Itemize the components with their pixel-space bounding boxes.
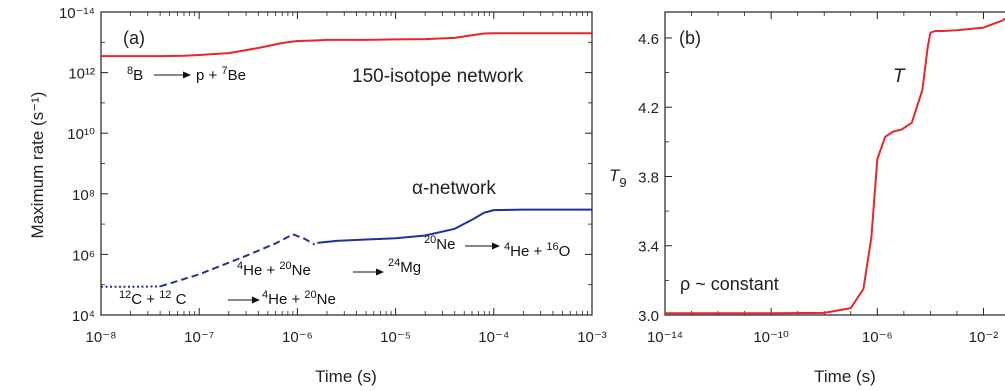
x-tick-label: 10⁻⁵ — [380, 329, 411, 346]
y-tick-label: 10⁸ — [72, 187, 95, 204]
series-line-alpha-dashed — [159, 233, 316, 288]
panel-a-label: (a) — [123, 28, 145, 48]
x-tick-label: 10⁻⁶ — [862, 329, 893, 346]
arrowhead-b8 — [183, 71, 191, 79]
ann-be7-mass: 7 — [221, 65, 227, 77]
series-label-alpha: α-network — [412, 178, 496, 199]
ann-be7-el: Be — [228, 67, 246, 84]
annotation-rho-constant: ρ ~ constant — [680, 274, 779, 294]
arrowhead-he-ne — [376, 268, 384, 276]
panel-a-y-ticks: 10⁴ 10⁶ 10⁸ 10¹⁰ 10¹² 10⁻¹⁴ — [59, 5, 592, 325]
svg-text:24Mg: 24Mg — [388, 257, 421, 276]
svg-text:20Ne: 20Ne — [424, 234, 455, 253]
panel-a: (a) 10⁻⁸ 10⁻⁷ 10⁻⁶ 10⁻⁵ 10⁻⁴ 10⁻³ 10⁴10⁶10⁸10… — [28, 5, 607, 386]
y-tick-label: 4.2 — [638, 100, 659, 117]
x-tick-label: 10⁻⁸ — [86, 329, 117, 346]
panel-b: (b) 10⁻¹⁴ 10⁻¹⁰ 10⁻⁶ 10⁻² 3.0 3.4 3.8 4.2 4.6 T… — [609, 11, 1005, 386]
annotation-carbon-fusion: 12C + 12 C 4He + 20Ne — [119, 289, 336, 308]
series-line-150-isotope — [101, 32, 592, 58]
x-tick-label: 10⁻⁷ — [184, 329, 214, 346]
y-tick-label: 10⁶ — [72, 247, 95, 264]
y-tick-label: 3.0 — [638, 308, 659, 325]
panel-b-x-ticks: 10⁻¹⁴ 10⁻¹⁰ 10⁻⁶ 10⁻² — [647, 12, 999, 346]
svg-text:12C + 12 C: 12C + 12 C — [119, 289, 187, 308]
panel-a-x-ticks: 10⁻⁸ 10⁻⁷ 10⁻⁶ 10⁻⁵ 10⁻⁴ 10⁻³ — [86, 12, 607, 346]
panel-a-y-label: Maximum rate (s⁻¹) — [28, 92, 47, 239]
x-tick-label: 10⁻² — [969, 329, 999, 346]
ann-b8-el: B — [133, 67, 143, 84]
svg-text:8B: 8B — [127, 65, 143, 84]
annotation-ne-decay: 20Ne 4He + 16O — [424, 234, 570, 260]
x-tick-label: 10⁻¹⁰ — [753, 329, 789, 346]
series-line-T — [665, 17, 1005, 315]
panel-b-frame — [664, 11, 1005, 316]
arrowhead-ne — [492, 242, 500, 250]
panel-a-lines — [101, 32, 592, 288]
y-tick-label: 10¹⁰ — [67, 126, 95, 143]
svg-text:4He + 20Ne: 4He + 20Ne — [262, 289, 336, 308]
panel-b-y-label: T9 — [609, 166, 627, 190]
series-line-alpha-solid — [317, 208, 592, 244]
annotation-b8-decay: 8B p + 7Be — [127, 65, 246, 84]
panel-b-lines — [665, 17, 1005, 315]
y-tick-label: 3.4 — [638, 239, 659, 256]
svg-text:p + 7Be: p + 7Be — [196, 65, 246, 84]
series-label-150-isotope: 150-isotope network — [352, 66, 524, 87]
x-tick-label: 10⁻⁴ — [478, 329, 509, 346]
x-tick-label: 10⁻³ — [577, 329, 607, 346]
series-label-T: T — [893, 66, 906, 87]
y-tick-label: 4.6 — [638, 31, 659, 48]
panel-b-y-ticks: 3.0 3.4 3.8 4.2 4.6 — [638, 31, 672, 325]
y-tick-label: 10⁴ — [72, 308, 95, 325]
panel-a-frame — [100, 11, 593, 316]
panel-b-x-label: Time (s) — [814, 367, 876, 386]
ann-b8-mass: 8 — [127, 65, 133, 77]
svg-text:4He + 16O: 4He + 16O — [504, 241, 570, 260]
ann-b8-p: p + — [196, 67, 221, 84]
panel-b-label: (b) — [679, 28, 701, 48]
annotation-he-ne-capture: 4He + 20Ne 24Mg — [237, 257, 421, 279]
arrowhead-cc — [252, 296, 260, 304]
x-tick-label: 10⁻⁶ — [282, 329, 313, 346]
y-tick-label: 10⁻¹⁴ — [59, 5, 95, 22]
svg-text:4He + 20Ne: 4He + 20Ne — [237, 260, 311, 279]
panel-a-x-label: Time (s) — [315, 367, 377, 386]
y-tick-label: 10¹² — [68, 66, 95, 83]
y-tick-label: 3.8 — [638, 169, 659, 186]
x-tick-label: 10⁻¹⁴ — [647, 329, 683, 346]
